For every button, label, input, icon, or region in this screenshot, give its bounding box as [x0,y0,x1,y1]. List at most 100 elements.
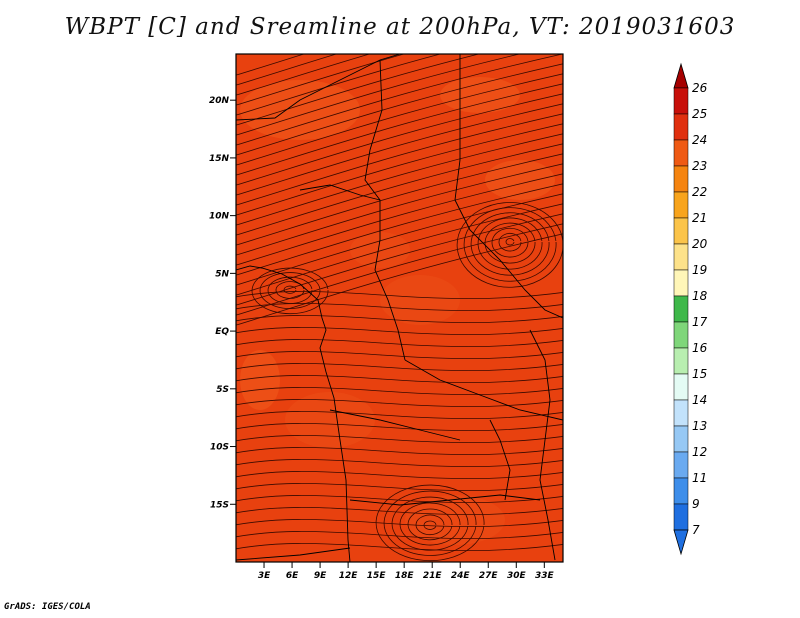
border-line [529,329,556,561]
streamline [236,123,563,216]
lon-tick-label: 3E [258,571,271,581]
streamline [477,217,543,270]
grads-credit: GrADS: IGES/COLA [4,602,91,612]
streamlines [236,54,563,562]
streamline [236,375,563,383]
streamline [236,133,563,226]
streamline [375,484,485,562]
colorbar-label: 13 [692,419,707,433]
border-line [349,494,541,506]
lon-tick-label: 33E [535,571,555,581]
border-line [404,359,563,421]
streamline [236,73,563,166]
colorbar-label: 23 [692,159,707,173]
colorbar-swatch [673,503,689,531]
streamline [251,267,329,315]
streamline [236,291,563,299]
streamline [236,483,563,491]
colorbar-label: 19 [692,263,707,277]
colorbar-swatch [673,321,689,349]
streamline [236,143,563,236]
colorbar-label: 20 [692,237,708,251]
streamline [236,213,563,306]
streamline [236,113,563,206]
streamline [491,227,529,258]
border-line [329,409,461,441]
colorbar-label: 21 [692,211,707,225]
streamline [236,54,563,146]
lon-tick-label: 24E [451,571,471,581]
border-line [454,54,563,319]
streamline [236,203,563,296]
lat-tick-label: 15S [210,500,229,510]
lon-tick-label: 9E [314,571,327,581]
streamline [236,507,563,515]
streamline [236,315,563,323]
lat-tick-label: 5N [215,269,229,279]
streamline [236,327,563,335]
streamline [236,93,563,186]
colorbar-swatch [673,191,689,219]
colorbar-min-arrow [673,529,689,556]
lon-tick-label: 21E [423,571,443,581]
colorbar-swatch [673,347,689,375]
colorbar-label: 9 [692,497,700,511]
border-line [299,184,381,201]
lat-tick-label: 10S [210,443,229,453]
streamline [407,508,453,541]
streamline [236,163,563,256]
chart-title: WBPT [C] and Sreamline at 200hPa, VT: 20… [64,14,736,40]
streamline [236,54,406,106]
longitude-axis: 3E 6E 9E 12E 15E 18E 21E 24E 27E 30E 33E [258,562,555,581]
streamline [236,54,522,136]
streamline [236,223,563,316]
coastline-borders [236,54,563,562]
streamline [236,54,481,126]
colorbar-label: 16 [692,341,708,355]
lat-tick-label: 5S [216,385,229,395]
streamline [236,387,563,395]
colorbar-swatch [673,113,689,141]
colorbar-swatch [673,399,689,427]
streamline [236,363,563,371]
colorbar-label: 7 [692,523,700,537]
streamline [236,103,563,196]
streamline [383,490,477,556]
streamline [259,272,321,309]
streamline [415,514,445,535]
streamline [236,435,563,443]
colorbar-label: 17 [692,315,708,329]
streamline [236,411,563,419]
lon-tick-label: 6E [286,571,299,581]
streamline [236,423,563,431]
streamline [283,285,297,294]
streamline [236,339,563,347]
wbpt-patch [240,80,360,140]
colorbar-swatch [673,295,689,323]
colorbar-max-arrow [673,62,689,89]
colorbar-label: 14 [692,393,707,407]
wbpt-patch [380,275,460,325]
colorbar-swatch [673,477,689,505]
lat-tick-label: 15N [209,154,230,164]
colorbar-swatch [673,217,689,245]
streamline [236,54,338,86]
streamline [236,54,442,116]
colorbar-label: 15 [692,367,707,381]
border-line [236,547,351,561]
streamline [236,459,563,467]
map-panel: 20N 15N 10N 5N EQ 5S 10S 15S 3E 6E 9E 12E 15E 18E 21E… [209,53,564,581]
lon-tick-label: 27E [479,571,499,581]
streamline [391,496,469,551]
streamline [463,207,557,282]
border-line [236,265,351,562]
streamline [236,54,306,76]
streamline [236,447,563,455]
streamline [505,238,515,246]
wbpt-patch [240,350,280,410]
colorbar-label: 12 [692,445,707,459]
streamline [498,233,522,252]
streamline [236,63,563,156]
lon-tick-label: 12E [339,571,359,581]
